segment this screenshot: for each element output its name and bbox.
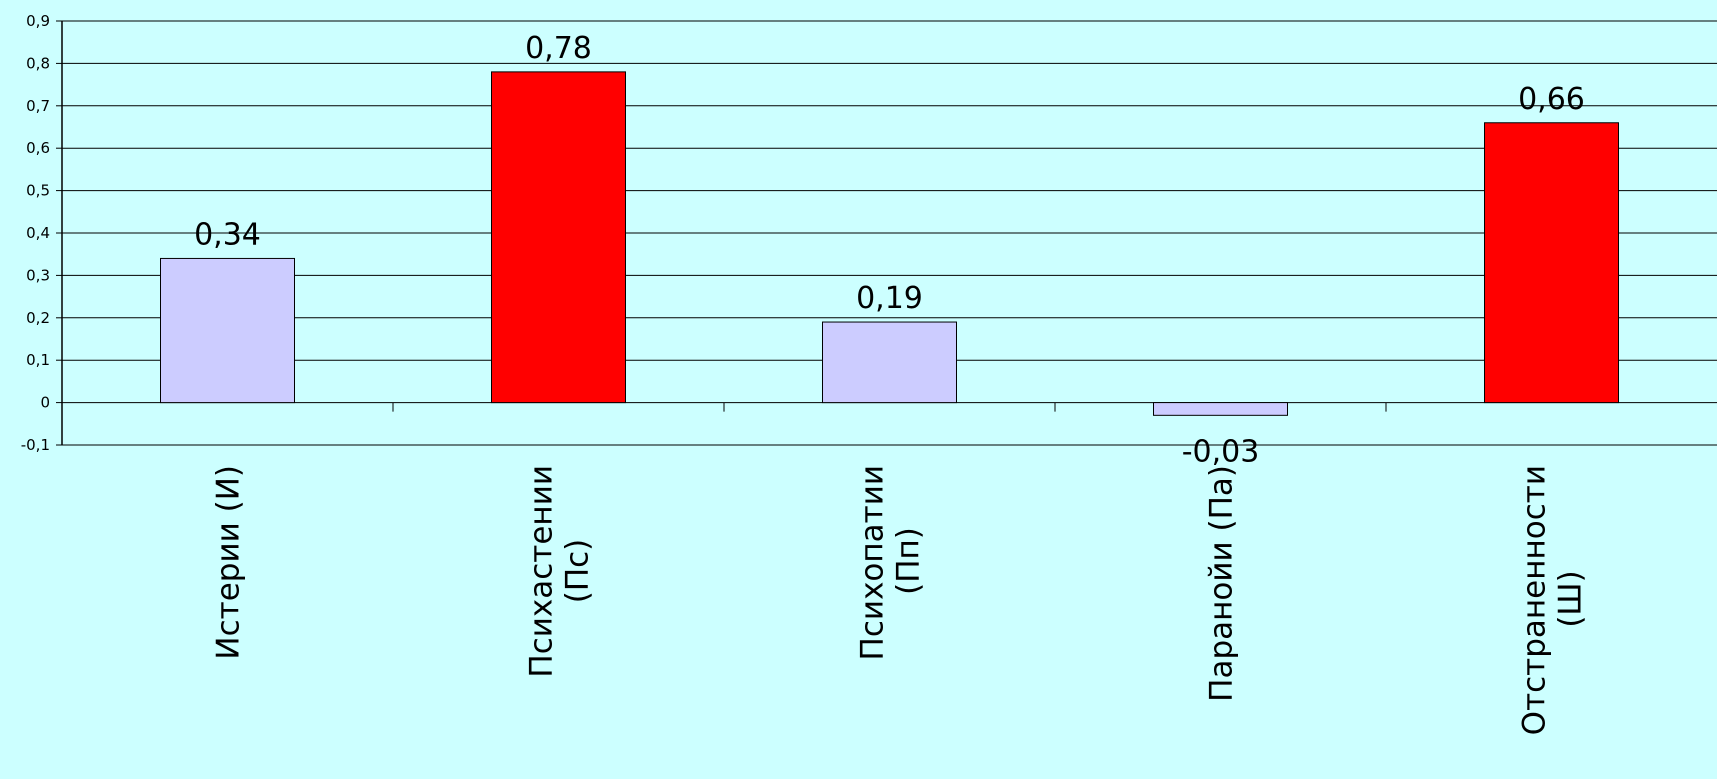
data-label: -0,03 <box>1182 434 1260 469</box>
y-tick-label: 0,5 <box>26 182 50 200</box>
category-labels: Истерии (И) Психастении (Пс) Психопатии (Пп)… <box>211 465 1589 735</box>
y-tick-label: 0,9 <box>26 12 50 30</box>
data-labels: 0,34 0,78 0,19 -0,03 0,66 <box>194 31 1585 469</box>
bar <box>1153 402 1288 416</box>
bar <box>491 71 626 404</box>
category-label-line: Психопатии <box>855 465 891 660</box>
axes <box>56 20 1387 446</box>
category-label-line: Психастении <box>524 465 560 678</box>
bars <box>160 71 1619 416</box>
y-tick-label: 0,2 <box>26 309 50 327</box>
y-tick-label: -0,1 <box>21 436 50 454</box>
data-label: 0,19 <box>856 281 923 316</box>
data-label: 0,34 <box>194 217 261 252</box>
category-label: Психастении (Пс) <box>524 465 596 678</box>
y-tick-labels: 0,9 0,8 0,7 0,6 0,5 0,4 0,3 0,2 0,1 0 -0,1 <box>21 12 50 454</box>
y-tick-label: 0,7 <box>26 97 50 115</box>
y-tick-label: 0,3 <box>26 266 50 284</box>
data-label: 0,78 <box>525 31 592 66</box>
category-label-line: Отстраненности <box>1517 465 1553 735</box>
data-label: 0,66 <box>1518 82 1585 117</box>
category-label: Психопатии (Пп) <box>855 465 927 660</box>
y-tick-label: 0 <box>40 394 50 412</box>
category-label: Истерии (И) <box>211 465 247 660</box>
category-label-line: (Ш) <box>1553 570 1589 627</box>
bar <box>1484 122 1619 404</box>
y-tick-label: 0,8 <box>26 54 50 72</box>
y-tick-label: 0,1 <box>26 351 50 369</box>
y-tick-label: 0,4 <box>26 224 50 242</box>
bar <box>160 257 295 404</box>
category-label-line: Паранойи (Па) <box>1204 465 1240 702</box>
bar <box>822 321 957 404</box>
category-label-line: (Пс) <box>560 539 596 604</box>
y-tick-label: 0,6 <box>26 139 50 157</box>
category-label-line: (Пп) <box>891 527 927 595</box>
category-label-line: Истерии (И) <box>211 465 247 660</box>
category-label: Паранойи (Па) <box>1204 465 1240 702</box>
category-label: Отстраненности (Ш) <box>1517 465 1589 735</box>
